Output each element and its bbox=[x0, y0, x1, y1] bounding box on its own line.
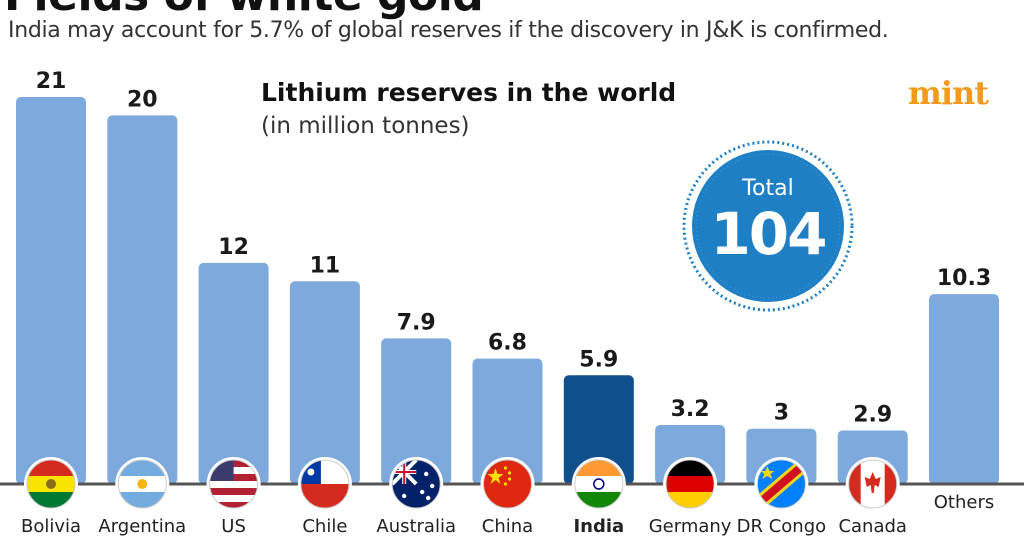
canada-flag-icon bbox=[845, 457, 900, 511]
chile-flag-icon bbox=[297, 457, 352, 511]
category-label-canada: Canada bbox=[838, 516, 907, 536]
bar-australia bbox=[381, 338, 452, 484]
germany-flag-icon bbox=[663, 457, 718, 511]
dr-congo-flag-icon bbox=[754, 457, 809, 511]
china-flag-icon bbox=[480, 457, 535, 511]
value-label-germany: 3.2 bbox=[671, 397, 710, 422]
category-label-dr-congo: DR Congo bbox=[737, 516, 827, 536]
total-label: Total bbox=[742, 176, 794, 201]
total-value: 104 bbox=[710, 200, 827, 268]
india-flag-icon bbox=[571, 457, 626, 511]
category-label-australia: Australia bbox=[376, 516, 456, 536]
value-label-india: 5.9 bbox=[579, 347, 618, 372]
category-label-argentina: Argentina bbox=[98, 516, 186, 536]
australia-flag-icon bbox=[389, 457, 444, 511]
value-label-chile: 11 bbox=[310, 253, 341, 278]
chart-title: Lithium reserves in the world bbox=[261, 78, 677, 107]
category-label-germany: Germany bbox=[649, 516, 732, 536]
category-label-china: China bbox=[482, 516, 533, 536]
us-flag-icon bbox=[206, 457, 261, 511]
value-label-bolivia: 21 bbox=[36, 69, 67, 94]
total-badge: Total 104 bbox=[682, 140, 854, 312]
bar-argentina bbox=[107, 115, 178, 484]
value-label-australia: 7.9 bbox=[397, 310, 436, 335]
bar-bolivia bbox=[16, 97, 86, 484]
bars-layer bbox=[16, 97, 999, 484]
bar-china bbox=[472, 358, 543, 484]
bar-others bbox=[929, 294, 999, 484]
category-label-others: Others bbox=[934, 492, 995, 513]
labels-layer: 21 Bolivia 20 Argentina 12 US 11 Chile 7.9 Austra… bbox=[21, 69, 994, 536]
category-label-bolivia: Bolivia bbox=[21, 516, 81, 536]
value-label-argentina: 20 bbox=[127, 87, 158, 112]
category-label-chile: Chile bbox=[302, 516, 347, 536]
flags-layer bbox=[24, 457, 900, 511]
value-label-others: 10.3 bbox=[937, 266, 991, 291]
category-label-us: US bbox=[221, 516, 246, 536]
headline: Fields of white gold bbox=[4, 0, 484, 21]
chart-subtitle: (in million tonnes) bbox=[261, 113, 470, 139]
value-label-us: 12 bbox=[218, 235, 249, 260]
category-label-india: India bbox=[573, 516, 624, 536]
bolivia-flag-icon bbox=[24, 457, 78, 511]
bar-india bbox=[563, 375, 634, 484]
value-label-china: 6.8 bbox=[488, 331, 527, 356]
subheadline: India may account for 5.7% of global res… bbox=[8, 18, 889, 43]
value-label-canada: 2.9 bbox=[853, 403, 892, 428]
argentina-flag-icon bbox=[115, 457, 170, 511]
total-badge-circle bbox=[682, 140, 854, 312]
bar-us bbox=[198, 262, 269, 484]
value-label-dr-congo: 3 bbox=[774, 401, 789, 426]
bar-chile bbox=[289, 281, 360, 484]
mint-logo: mint bbox=[908, 74, 989, 112]
